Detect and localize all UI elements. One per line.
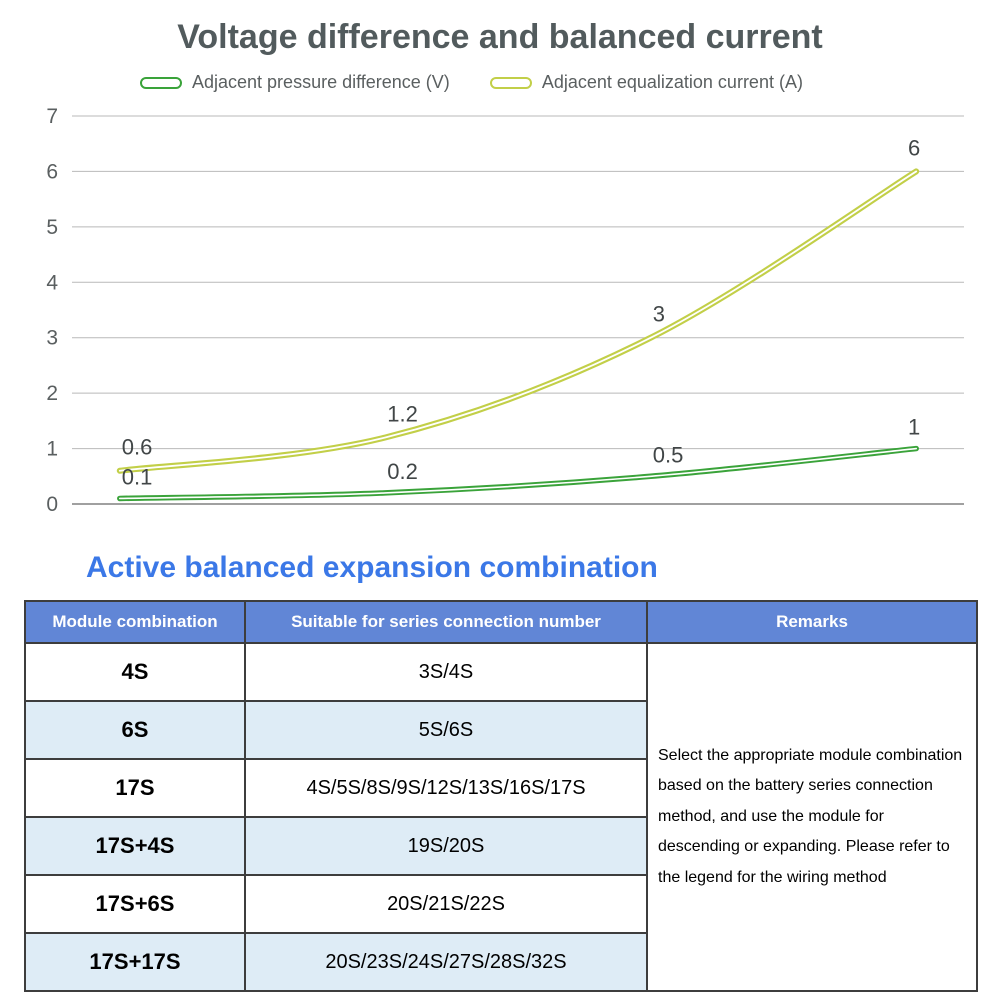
th-2: Remarks bbox=[647, 601, 977, 643]
svg-text:5: 5 bbox=[46, 216, 58, 239]
cell-module: 17S+17S bbox=[25, 933, 245, 991]
cell-suitable: 3S/4S bbox=[245, 643, 647, 701]
svg-text:6: 6 bbox=[46, 160, 58, 183]
svg-text:0.1: 0.1 bbox=[122, 464, 153, 489]
th-0: Module combination bbox=[25, 601, 245, 643]
svg-text:0: 0 bbox=[46, 493, 58, 516]
svg-text:1: 1 bbox=[46, 438, 58, 461]
page-title-1: Voltage difference and balanced current bbox=[0, 18, 1000, 57]
legend-item-1: Adjacent equalization current (A) bbox=[490, 72, 803, 93]
legend-swatch-0 bbox=[140, 77, 182, 89]
svg-text:0.6: 0.6 bbox=[122, 435, 153, 460]
combination-table: Module combination Suitable for series c… bbox=[24, 600, 978, 992]
svg-text:7: 7 bbox=[46, 108, 58, 128]
table-header-row: Module combination Suitable for series c… bbox=[25, 601, 977, 643]
page-title-2: Active balanced expansion combination bbox=[86, 551, 658, 585]
svg-text:1.2: 1.2 bbox=[387, 401, 418, 426]
cell-module: 17S+4S bbox=[25, 817, 245, 875]
cell-remarks: Select the appropriate module combinatio… bbox=[647, 643, 977, 991]
chart-area: 0 1 2 3 4 5 6 7 0.1 0.2 0.5 1 0.6 1.2 3 6 bbox=[30, 108, 970, 530]
cell-module: 4S bbox=[25, 643, 245, 701]
legend-swatch-1 bbox=[490, 77, 532, 89]
svg-text:4: 4 bbox=[46, 271, 58, 294]
th-1: Suitable for series connection number bbox=[245, 601, 647, 643]
cell-suitable: 4S/5S/8S/9S/12S/13S/16S/17S bbox=[245, 759, 647, 817]
table-row: 4S3S/4SSelect the appropriate module com… bbox=[25, 643, 977, 701]
svg-text:0.2: 0.2 bbox=[387, 459, 418, 484]
svg-text:6: 6 bbox=[908, 135, 920, 160]
svg-text:3: 3 bbox=[46, 327, 58, 350]
chart-legend: Adjacent pressure difference (V) Adjacen… bbox=[140, 72, 803, 93]
legend-label-0: Adjacent pressure difference (V) bbox=[192, 72, 450, 93]
svg-text:0.5: 0.5 bbox=[653, 442, 684, 467]
svg-text:1: 1 bbox=[908, 415, 920, 440]
cell-module: 6S bbox=[25, 701, 245, 759]
cell-module: 17S bbox=[25, 759, 245, 817]
cell-module: 17S+6S bbox=[25, 875, 245, 933]
legend-item-0: Adjacent pressure difference (V) bbox=[140, 72, 450, 93]
cell-suitable: 19S/20S bbox=[245, 817, 647, 875]
svg-text:2: 2 bbox=[46, 382, 58, 405]
legend-label-1: Adjacent equalization current (A) bbox=[542, 72, 803, 93]
chart-svg: 0 1 2 3 4 5 6 7 0.1 0.2 0.5 1 0.6 1.2 3 6 bbox=[30, 108, 970, 530]
cell-suitable: 5S/6S bbox=[245, 701, 647, 759]
cell-suitable: 20S/21S/22S bbox=[245, 875, 647, 933]
svg-text:3: 3 bbox=[653, 302, 665, 327]
cell-suitable: 20S/23S/24S/27S/28S/32S bbox=[245, 933, 647, 991]
table-body: 4S3S/4SSelect the appropriate module com… bbox=[25, 643, 977, 991]
